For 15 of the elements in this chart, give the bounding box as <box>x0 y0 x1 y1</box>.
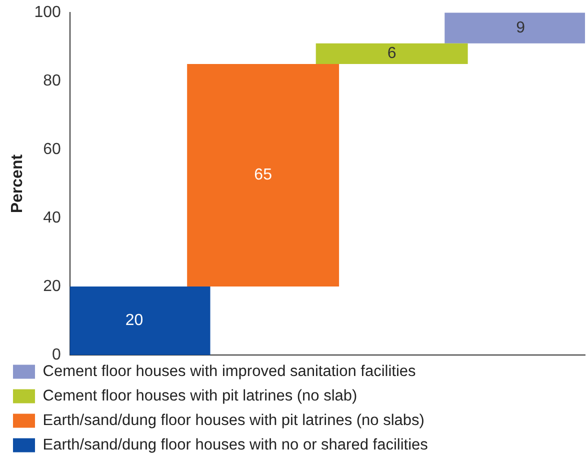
data-label: 6 <box>387 45 396 62</box>
y-tick-label: 100 <box>34 4 61 22</box>
y-tick-label: 60 <box>43 140 61 158</box>
data-label: 65 <box>254 166 272 184</box>
data-label: 9 <box>516 19 526 36</box>
y-tick-label: 0 <box>52 346 61 364</box>
legend-label: Earth/sand/dung floor houses with pit latrines (no slabs) <box>42 412 424 430</box>
legend-label: Cement floor houses with pit latrines (no slab) <box>42 388 358 405</box>
y-axis-title: Percent <box>9 154 26 214</box>
data-label: 20 <box>125 312 144 330</box>
y-tick-label: 20 <box>43 278 61 295</box>
legend-label: Earth/sand/dung floor houses with no or shared facilities <box>42 436 428 454</box>
y-tick-label: 80 <box>43 72 61 90</box>
legend-label: Cement floor houses with improved sanitation facilities <box>42 363 416 380</box>
y-tick-label: 40 <box>43 209 61 226</box>
